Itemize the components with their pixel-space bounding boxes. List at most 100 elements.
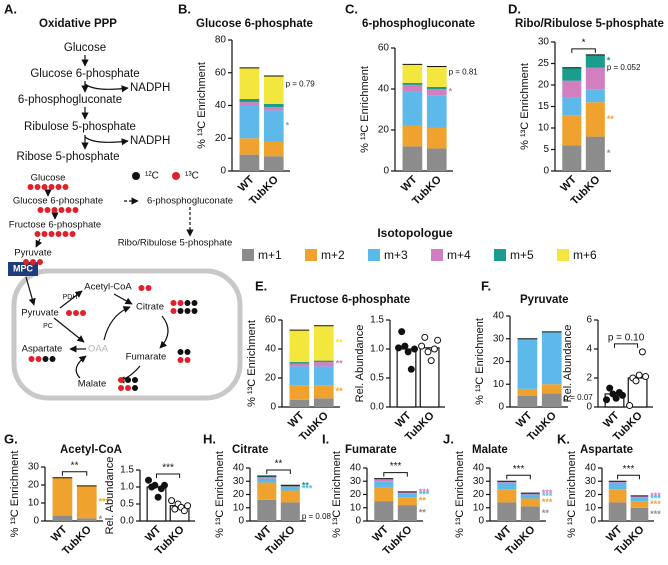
- carbon-dot: [191, 308, 198, 314]
- y-axis-label: % ¹³C Enrichment: [9, 451, 21, 538]
- carbon-dot: [132, 377, 138, 383]
- p-value: p = 0.07: [564, 393, 594, 402]
- significance-mark: *: [449, 86, 453, 96]
- bar-segment: [313, 366, 334, 386]
- bar-segment: [280, 486, 300, 488]
- carbon-dot: [177, 349, 184, 355]
- data-point: [635, 371, 643, 379]
- data-point: [168, 497, 176, 505]
- y-tick-label: 20: [473, 489, 485, 500]
- y-tick-label: 30: [233, 476, 245, 487]
- legend-dot: [132, 172, 140, 180]
- bar-segment: [402, 82, 423, 85]
- y-tick-label: 20: [265, 373, 277, 384]
- map-node: Acetyl-CoA: [84, 282, 132, 293]
- bar-segment: [239, 154, 260, 171]
- data-point: [632, 377, 640, 385]
- carbon-dot: [58, 207, 65, 213]
- significance-bracket: [614, 343, 639, 348]
- data-point: [619, 391, 626, 399]
- map-node: Citrate: [136, 302, 164, 313]
- bar-segment: [263, 110, 284, 142]
- bar-segment: [263, 156, 284, 171]
- y-tick-label: 10: [233, 502, 245, 513]
- y-tick-label: 30: [585, 476, 597, 487]
- carbon-dot: [170, 300, 177, 306]
- significance-mark: ***: [542, 491, 553, 501]
- legend-label: ¹²C: [145, 171, 159, 182]
- significance-bracket: [266, 469, 291, 474]
- bar-segment: [374, 481, 394, 488]
- bar-segment: [585, 136, 605, 171]
- panel-title: Oxidative PPP: [39, 18, 117, 30]
- cofactor: NADPH: [130, 135, 170, 147]
- bar-segment: [257, 499, 277, 521]
- bar-segment: [289, 366, 310, 386]
- map-node: Pyruvate: [14, 248, 52, 259]
- bar-segment: [402, 125, 423, 147]
- data-point: [145, 476, 152, 484]
- bar-segment: [374, 478, 394, 482]
- significance-mark: **: [542, 508, 550, 518]
- bar-segment: [426, 127, 447, 149]
- panel-label: D.: [508, 1, 521, 16]
- y-tick-label: 20: [215, 133, 227, 144]
- carbon-dot: [125, 377, 131, 383]
- bar-segment: [263, 76, 284, 104]
- y-tick-label: 40: [215, 100, 227, 111]
- carbon-dot: [49, 356, 56, 362]
- y-tick-label: 30: [473, 476, 485, 487]
- bar-segment: [397, 493, 417, 498]
- bar-segment: [280, 502, 300, 521]
- carbon-dot: [125, 385, 131, 391]
- data-point: [407, 365, 415, 373]
- bar-segment: [517, 338, 538, 389]
- y-tick-label: 1.0: [120, 482, 134, 493]
- legend-label: ¹³C: [185, 171, 199, 182]
- significance-bracket: [617, 474, 640, 480]
- data-point: [424, 348, 432, 356]
- carbon-dot: [37, 259, 43, 265]
- carbon-dot: [118, 377, 124, 383]
- bar-segment: [289, 330, 310, 363]
- bar-segment: [520, 506, 540, 521]
- bar-segment: [289, 363, 310, 367]
- y-tick-label: 20: [585, 489, 597, 500]
- carbon-dot: [41, 184, 48, 190]
- bar-segment: [630, 501, 649, 508]
- bar-segment: [426, 89, 447, 96]
- bar-segment: [426, 95, 447, 128]
- bar: [146, 486, 167, 522]
- bar-segment: [257, 477, 277, 479]
- carbon-dot: [73, 310, 79, 316]
- y-tick-label: 15: [538, 101, 550, 112]
- pathway-step: Ribose 5-phosphate: [17, 151, 120, 163]
- chart-title: Pyruvate: [520, 294, 569, 306]
- carbon-dot: [184, 357, 191, 363]
- bar-segment: [257, 475, 277, 478]
- bar-segment: [374, 501, 394, 521]
- carbon-dot: [177, 357, 184, 363]
- carbon-dot: [80, 310, 86, 316]
- y-tick-label: 0: [238, 516, 244, 527]
- panel-label: G.: [4, 431, 18, 446]
- y-tick-label: 0.0: [370, 402, 384, 413]
- y-tick-label: 20: [233, 489, 245, 500]
- bar-segment: [239, 138, 260, 155]
- map-node: PC: [43, 323, 53, 330]
- bar-segment: [630, 507, 649, 521]
- bar-segment: [313, 385, 334, 399]
- map-node: Aspartate: [22, 344, 63, 355]
- pathway-step: Ribulose 5-phosphate: [24, 121, 136, 133]
- significance-mark: ***: [419, 490, 430, 500]
- significance-mark: ***: [542, 497, 553, 507]
- y-tick-label: 0.5: [120, 499, 134, 510]
- carbon-dot: [42, 356, 49, 362]
- chart-title: Ribo/Ribulose 5-phosphate: [515, 18, 664, 30]
- carbon-dot: [51, 207, 58, 213]
- bar-segment: [517, 388, 538, 396]
- significance-label: **: [71, 460, 79, 471]
- y-tick-label: 40: [265, 344, 277, 355]
- bar-segment: [426, 86, 447, 89]
